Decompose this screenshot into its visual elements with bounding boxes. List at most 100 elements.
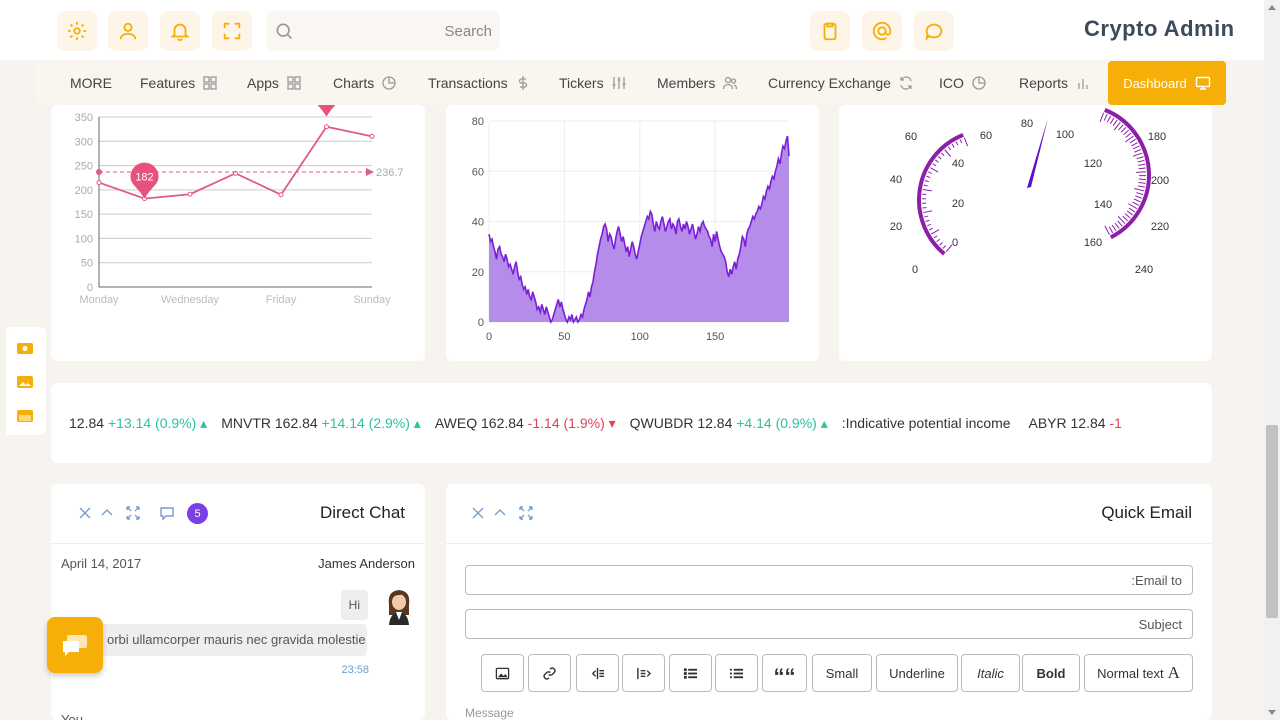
gauge-tick-label: 40 [890, 174, 902, 186]
chat-sender-name: James Anderson [318, 556, 415, 571]
chat-fab-button[interactable] [47, 617, 103, 673]
nav-members[interactable]: Members [657, 61, 738, 105]
fullscreen-button[interactable] [212, 11, 252, 51]
ticker-item: 12.84 +13.14 (0.9%) ▴ [69, 415, 207, 431]
nav-tickers[interactable]: Tickers [559, 61, 627, 105]
gauge-tick [1138, 163, 1146, 166]
gauge-tick [1138, 181, 1146, 184]
nav-transactions[interactable]: Transactions [428, 61, 531, 105]
bold-button[interactable]: Bold [1022, 654, 1080, 692]
nav-ico[interactable]: ICO [939, 61, 987, 105]
numbered-list-icon [729, 668, 744, 678]
search-input[interactable] [302, 11, 492, 51]
nav-reports[interactable]: Reports [1019, 61, 1091, 105]
email-header: Quick Email [446, 484, 1212, 544]
blockquote-button[interactable]: ““ [762, 654, 807, 692]
comment-icon[interactable] [159, 505, 175, 521]
chevron-up-icon[interactable] [99, 505, 115, 521]
camera-icon[interactable] [16, 341, 34, 355]
ticker-symbol: MNVTR 162.84 [221, 415, 322, 431]
gauge-tick-label: 20 [890, 221, 902, 233]
gauge-tick [1136, 192, 1144, 196]
data-point [324, 124, 329, 130]
gear-icon [67, 21, 87, 41]
expand-icon[interactable] [518, 505, 534, 521]
indent-button[interactable] [622, 654, 665, 692]
close-icon[interactable] [470, 505, 486, 521]
email-title: Quick Email [1101, 503, 1192, 522]
nav-features[interactable]: Features [140, 61, 218, 105]
text-style-select[interactable]: Normal text A [1084, 654, 1193, 692]
gauge-tick-label: 160 [1084, 237, 1102, 249]
side-dock [6, 327, 46, 435]
gauge-tick [1137, 159, 1145, 163]
chat-you-label: You [61, 712, 83, 720]
gauge-tick [928, 227, 933, 231]
underline-button[interactable]: Underline [876, 654, 958, 692]
gauge-needle [1027, 118, 1048, 188]
gauge-tick-label: 180 [1148, 131, 1166, 143]
y-tick-label: 350 [75, 112, 93, 124]
gauge-tick [1125, 132, 1132, 138]
nav-currency-exchange[interactable]: Currency Exchange [768, 61, 914, 105]
ticker-item: :Indicative potential income [842, 415, 1015, 431]
nav-more[interactable]: MORE [70, 75, 112, 91]
insert-image-button[interactable] [481, 654, 524, 692]
gauge-tick-label: 0 [912, 264, 918, 276]
close-icon[interactable] [77, 505, 93, 521]
quote-icon: ““ [773, 664, 796, 689]
email-to-input[interactable] [466, 566, 1192, 594]
y-tick-label: 50 [81, 258, 93, 270]
outdent-button[interactable] [576, 654, 619, 692]
nav-apps[interactable]: Apps [247, 61, 302, 105]
gauge-tick-label: 220 [1151, 221, 1169, 233]
folder-icon[interactable] [16, 409, 34, 423]
nav-dashboard[interactable]: Dashboard [1108, 61, 1226, 105]
notifications-button[interactable] [160, 11, 200, 51]
nav-charts[interactable]: Charts [333, 61, 397, 105]
page-scrollbar[interactable] [1264, 0, 1280, 720]
numbered-list-button[interactable] [715, 654, 758, 692]
mention-button[interactable] [862, 11, 902, 51]
chevron-up-icon[interactable] [492, 505, 508, 521]
gauge-tick [1137, 185, 1145, 188]
link-icon [543, 666, 556, 680]
gauge-tick [1124, 213, 1131, 219]
scroll-up-arrow[interactable] [1268, 5, 1276, 10]
x-tick-label: Wednesday [161, 294, 219, 306]
small-text-button[interactable]: Small [812, 654, 872, 692]
data-point [96, 180, 102, 186]
image-icon[interactable] [16, 375, 34, 389]
subject-input[interactable] [466, 610, 1192, 638]
scroll-thumb[interactable] [1266, 425, 1278, 618]
ticker-change: +13.14 (0.9%) ▴ [107, 415, 208, 431]
clipboard-button[interactable] [810, 11, 850, 51]
image-icon [495, 667, 510, 679]
settings-button[interactable] [57, 11, 97, 51]
gauge-chart: 0 20 40 60 0 20 40 60 80 100 120 140 160 180 200 220 240 [890, 108, 1169, 276]
gauge-tick [931, 229, 940, 235]
gauge-tick [1112, 119, 1118, 126]
messages-button[interactable] [914, 11, 954, 51]
gauge-tick [1106, 115, 1112, 123]
expand-icon[interactable] [125, 505, 141, 521]
pie-icon [972, 76, 986, 90]
italic-button[interactable]: Italic [961, 654, 1020, 692]
insert-link-button[interactable] [528, 654, 571, 692]
y-tick-label: 250 [75, 161, 93, 173]
monitor-icon [1195, 76, 1210, 90]
data-point [278, 192, 284, 198]
at-icon [872, 21, 892, 41]
average-start-dot [96, 169, 102, 176]
search-icon [276, 23, 293, 40]
gauge-tick [926, 175, 931, 179]
pie-icon [382, 76, 396, 90]
main-nav: MORE Features Apps Charts Transactions T… [36, 61, 1226, 105]
profile-button[interactable] [108, 11, 148, 51]
scroll-down-arrow[interactable] [1268, 710, 1276, 715]
gauge-tick [1113, 121, 1121, 131]
bullet-list-button[interactable] [669, 654, 712, 692]
x-tick-label: Friday [266, 294, 297, 306]
gauge-tick [944, 149, 952, 157]
gauge-tick [1103, 114, 1108, 121]
